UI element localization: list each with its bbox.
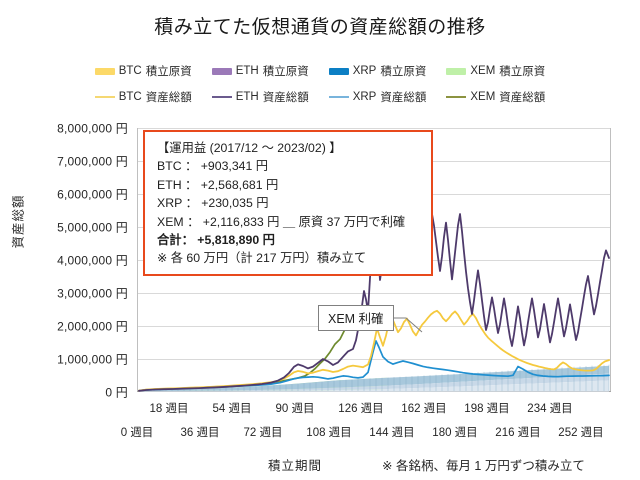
x-tick-label-upper: 162 週目 xyxy=(401,403,447,415)
y-tick-label: 7,000,000 円 xyxy=(57,154,128,169)
y-tick-label: 4,000,000 円 xyxy=(57,253,128,268)
summary-line-heading: 【運用益 (2017/12 ～ 2023/02) 】 xyxy=(157,141,342,155)
bar-series-btc-principal xyxy=(139,380,609,392)
line-series-eth-total xyxy=(138,160,610,392)
legend-label-eth-principal: 積立原資 xyxy=(262,66,309,78)
y-tick-label: 6,000,000 円 xyxy=(57,187,128,202)
legend-label-btc-total: 資産総額 xyxy=(145,92,192,104)
legend-code-btc-total: BTC xyxy=(118,91,142,103)
legend-item-eth-total[interactable]: ETH 資産総額 xyxy=(211,89,309,105)
summary-line-xrp: XRP ： +230,035 円 xyxy=(157,196,269,211)
legend-code-xem-principal: XEM xyxy=(470,65,496,77)
chart-title: 積み立てた仮想通貨の資産総額の推移 xyxy=(154,17,486,38)
y-tick-label: 0 円 xyxy=(105,385,128,400)
x-tick-label-lower: 36 週目 xyxy=(180,427,220,439)
legend-principal-row: BTC 積立原資 ETH 積立原資 XRP 積立原資 XEM 積立原資 xyxy=(0,63,640,79)
summary-line-eth: ETH ： +2,568,681 円 xyxy=(157,177,279,192)
legend-item-btc-principal[interactable]: BTC 積立原資 xyxy=(94,63,192,79)
legend-code-xrp-principal: XRP xyxy=(352,65,377,77)
legend-label-eth-total: 資産総額 xyxy=(262,92,309,104)
legend-label-btc-principal: 積立原資 xyxy=(145,66,192,78)
legend-swatch-xem-total-icon xyxy=(446,96,467,98)
x-tick-label-lower: 144 週目 xyxy=(369,427,415,439)
summary-line-btc: BTC ： +903,341 円 xyxy=(157,159,269,174)
bar-series-xrp-principal xyxy=(139,365,609,392)
y-tick-label: 3,000,000 円 xyxy=(57,286,128,301)
x-tick-label-lower: 72 週目 xyxy=(243,427,283,439)
legend-swatch-xem-principal-icon xyxy=(446,67,467,75)
x-tick-label-upper: 198 週目 xyxy=(464,403,510,415)
legend-swatch-eth-total-icon xyxy=(211,96,232,98)
summary-line-total: 合計： +5,818,890 円 xyxy=(157,233,275,248)
legend-code-eth-total: ETH xyxy=(235,91,259,103)
performance-summary-box: 【運用益 (2017/12 ～ 2023/02) 】 BTC ： +903,34… xyxy=(143,130,433,276)
x-tick-label-upper: 54 週目 xyxy=(212,403,252,415)
summary-line-xem: XEM ： +2,116,833 円 ＿ 原資 37 万円で利確 xyxy=(157,214,406,229)
legend-item-xrp-principal[interactable]: XRP 積立原資 xyxy=(328,63,427,79)
x-tick-label-upper: 18 週目 xyxy=(149,403,189,415)
legend-swatch-xrp-total-icon xyxy=(328,96,349,98)
x-tick-label-upper: 126 週目 xyxy=(338,403,384,415)
legend-swatch-btc-total-icon xyxy=(94,96,115,98)
legend-item-eth-principal[interactable]: ETH 積立原資 xyxy=(211,63,309,79)
callout-leader-line xyxy=(392,317,423,333)
legend-code-btc-principal: BTC xyxy=(118,65,142,77)
x-tick-label-upper: 234 週目 xyxy=(527,403,573,415)
x-tick-label-lower: 180 週目 xyxy=(432,427,478,439)
legend-item-xrp-total[interactable]: XRP 資産総額 xyxy=(328,89,427,105)
summary-line-note: ※ 各 60 万円（計 217 万円）積み立て xyxy=(157,251,367,266)
y-tick-label: 8,000,000 円 xyxy=(57,121,128,136)
legend-label-xem-total: 資産総額 xyxy=(499,92,546,104)
legend-label-xem-principal: 積立原資 xyxy=(499,66,546,78)
legend-swatch-eth-principal-icon xyxy=(211,67,232,75)
legend-item-xem-principal[interactable]: XEM 積立原資 xyxy=(446,63,545,79)
y-tick-label: 5,000,000 円 xyxy=(57,220,128,235)
x-tick-label-upper: 90 週目 xyxy=(275,403,315,415)
legend-code-xrp-total: XRP xyxy=(352,91,377,103)
legend-code-eth-principal: ETH xyxy=(235,65,259,77)
line-series-btc-total xyxy=(138,309,610,392)
legend-swatch-btc-principal-icon xyxy=(94,67,115,75)
legend-label-xrp-principal: 積立原資 xyxy=(380,66,427,78)
bar-series-eth-principal xyxy=(139,373,609,392)
x-tick-label-lower: 108 週目 xyxy=(306,427,352,439)
legend-label-xrp-total: 資産総額 xyxy=(380,92,427,104)
legend-code-xem-total: XEM xyxy=(470,91,496,103)
legend-total-row: BTC 資産総額 ETH 資産総額 XRP 資産総額 XEM 資産総額 xyxy=(0,89,640,105)
legend-item-xem-total[interactable]: XEM 資産総額 xyxy=(446,89,545,105)
legend-swatch-xrp-principal-icon xyxy=(328,67,349,75)
x-axis-title: 積立期間 xyxy=(268,459,323,473)
x-tick-label-lower: 0 週目 xyxy=(120,427,154,439)
legend-item-btc-total[interactable]: BTC 資産総額 xyxy=(94,89,192,105)
x-tick-label-lower: 252 週目 xyxy=(558,427,604,439)
x-axis-note: ※ 各銘柄、毎月 1 万円ずつ積み立て xyxy=(382,459,585,473)
y-tick-label: 1,000,000 円 xyxy=(57,352,128,367)
x-tick-label-lower: 216 週目 xyxy=(495,427,541,439)
xem-profit-callout: XEM 利確 xyxy=(318,305,394,331)
y-tick-label: 2,000,000 円 xyxy=(57,319,128,334)
